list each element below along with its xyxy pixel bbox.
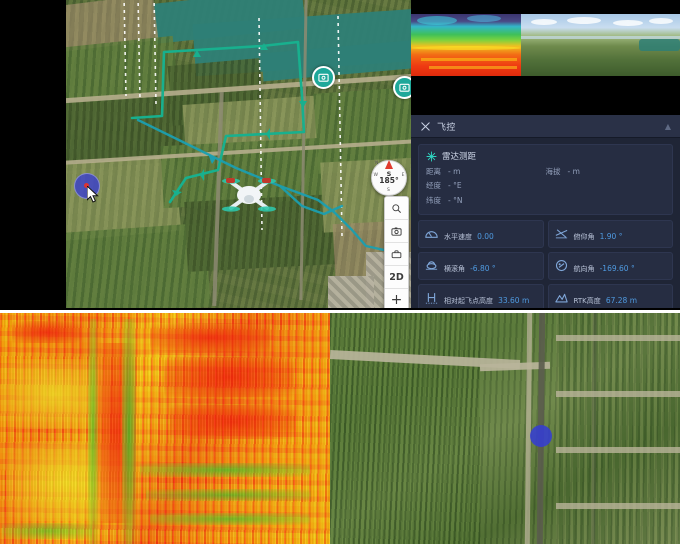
compass-tick-n: N (375, 161, 379, 166)
drone-marker[interactable] (218, 172, 280, 216)
telemetry-relative-height: 相对起飞点高度 33.60 m (418, 283, 544, 308)
radar-card-title: 雷达测距 (426, 150, 665, 162)
radar-row-3: 纬度 - °N (426, 194, 665, 208)
panel-body: 雷达测距 距离 - m 海拔 - m 经度 - ° (411, 138, 680, 308)
radar-icon (426, 150, 437, 162)
tile-label: 相对起飞点高度 (444, 297, 493, 306)
yaw-icon (554, 258, 569, 273)
flight-control-panel: 飞控 ▲ 雷达测距 距 (411, 115, 680, 308)
propeller-icon (421, 121, 430, 131)
compass-needle (385, 160, 393, 169)
tile-label: 水平速度 (444, 233, 472, 242)
tile-label: 航向角 (573, 265, 595, 274)
rgb-orthomosaic[interactable] (330, 313, 680, 544)
built-up-area (328, 276, 374, 308)
pitch-icon (554, 226, 569, 241)
multispectral-feed[interactable] (411, 14, 521, 76)
top-inner: N E S W S 185° (66, 0, 680, 308)
zoom-in-button[interactable]: + (385, 289, 408, 308)
chevron-up-icon[interactable]: ▲ (664, 121, 671, 131)
compass-tick-s: S (387, 188, 390, 194)
speedometer-icon (424, 226, 439, 241)
rgb-feed[interactable] (521, 14, 680, 76)
camera-button[interactable] (385, 220, 408, 243)
tile-value: 33.60 m (498, 296, 530, 306)
video-feeds (411, 0, 680, 115)
search-icon (392, 203, 401, 213)
waypoint-marker-1[interactable] (312, 66, 335, 89)
payload-button[interactable] (385, 243, 408, 266)
radar-row-1: 距离 - m 海拔 - m (426, 165, 665, 179)
telemetry-horizontal-speed: 水平速度 0.00 (418, 219, 544, 248)
panel-header[interactable]: 飞控 ▲ (411, 115, 680, 138)
photo-waypoint-icon (399, 83, 410, 92)
tile-label: 横滚角 (444, 265, 465, 274)
field-marker[interactable] (530, 425, 552, 447)
compass-tick-e: E (401, 173, 405, 178)
orthomosaic-section (0, 313, 680, 544)
briefcase-icon (391, 249, 402, 258)
mouse-cursor (87, 186, 99, 203)
tile-value: 67.28 m (605, 296, 638, 306)
camera-icon (391, 227, 402, 236)
height-icon (424, 290, 439, 305)
radar-card: 雷达测距 距离 - m 海拔 - m 经度 - ° (418, 144, 673, 215)
telemetry-yaw: 航向角 -169.60 ° (547, 251, 673, 280)
view-mode-button[interactable]: 2D (385, 266, 408, 289)
search-button[interactable] (385, 197, 408, 220)
rtk-icon (554, 290, 569, 305)
compass-widget[interactable]: N E S W S 185° (371, 160, 407, 196)
ndvi-orthomosaic[interactable] (0, 313, 330, 544)
radar-label: 雷达测距 (442, 152, 477, 162)
radar-latitude: 纬度 - °N (426, 195, 463, 205)
radar-longitude: 经度 - °E (426, 181, 462, 191)
tile-value: -169.60 ° (599, 264, 635, 274)
telemetry-roll: 横滚角 -6.80 ° (418, 251, 544, 280)
telemetry-tiles: 水平速度 0.00 俯仰角 1.90 ° (418, 219, 673, 308)
compass-heading-value: 185° (379, 176, 399, 186)
telemetry-rtk-height: RTK高度 67.28 m (547, 283, 673, 308)
tile-label: 俯仰角 (573, 233, 595, 242)
roll-icon (424, 258, 439, 273)
tile-label: RTK高度 (573, 297, 601, 306)
panel-title: 飞控 (437, 122, 456, 133)
radar-distance: 距离 - m (426, 167, 461, 176)
map-toolbar[interactable]: 2D + − (384, 196, 409, 308)
map-view[interactable]: N E S W S 185° (66, 0, 411, 308)
photo-waypoint-icon (318, 73, 329, 82)
telemetry-pitch: 俯仰角 1.90 ° (547, 219, 673, 248)
compass-heading-label: S (386, 169, 392, 178)
tile-value: -6.80 ° (470, 264, 496, 274)
compass-tick-w: W (373, 173, 378, 178)
radar-row-2: 经度 - °E (426, 179, 665, 193)
waypoint-marker-2[interactable] (393, 76, 411, 99)
top-section: N E S W S 185° (0, 0, 680, 310)
tile-value: 0.00 (477, 232, 494, 242)
tile-value: 1.90 ° (599, 232, 623, 242)
radar-altitude: 海拔 - m (545, 167, 580, 176)
